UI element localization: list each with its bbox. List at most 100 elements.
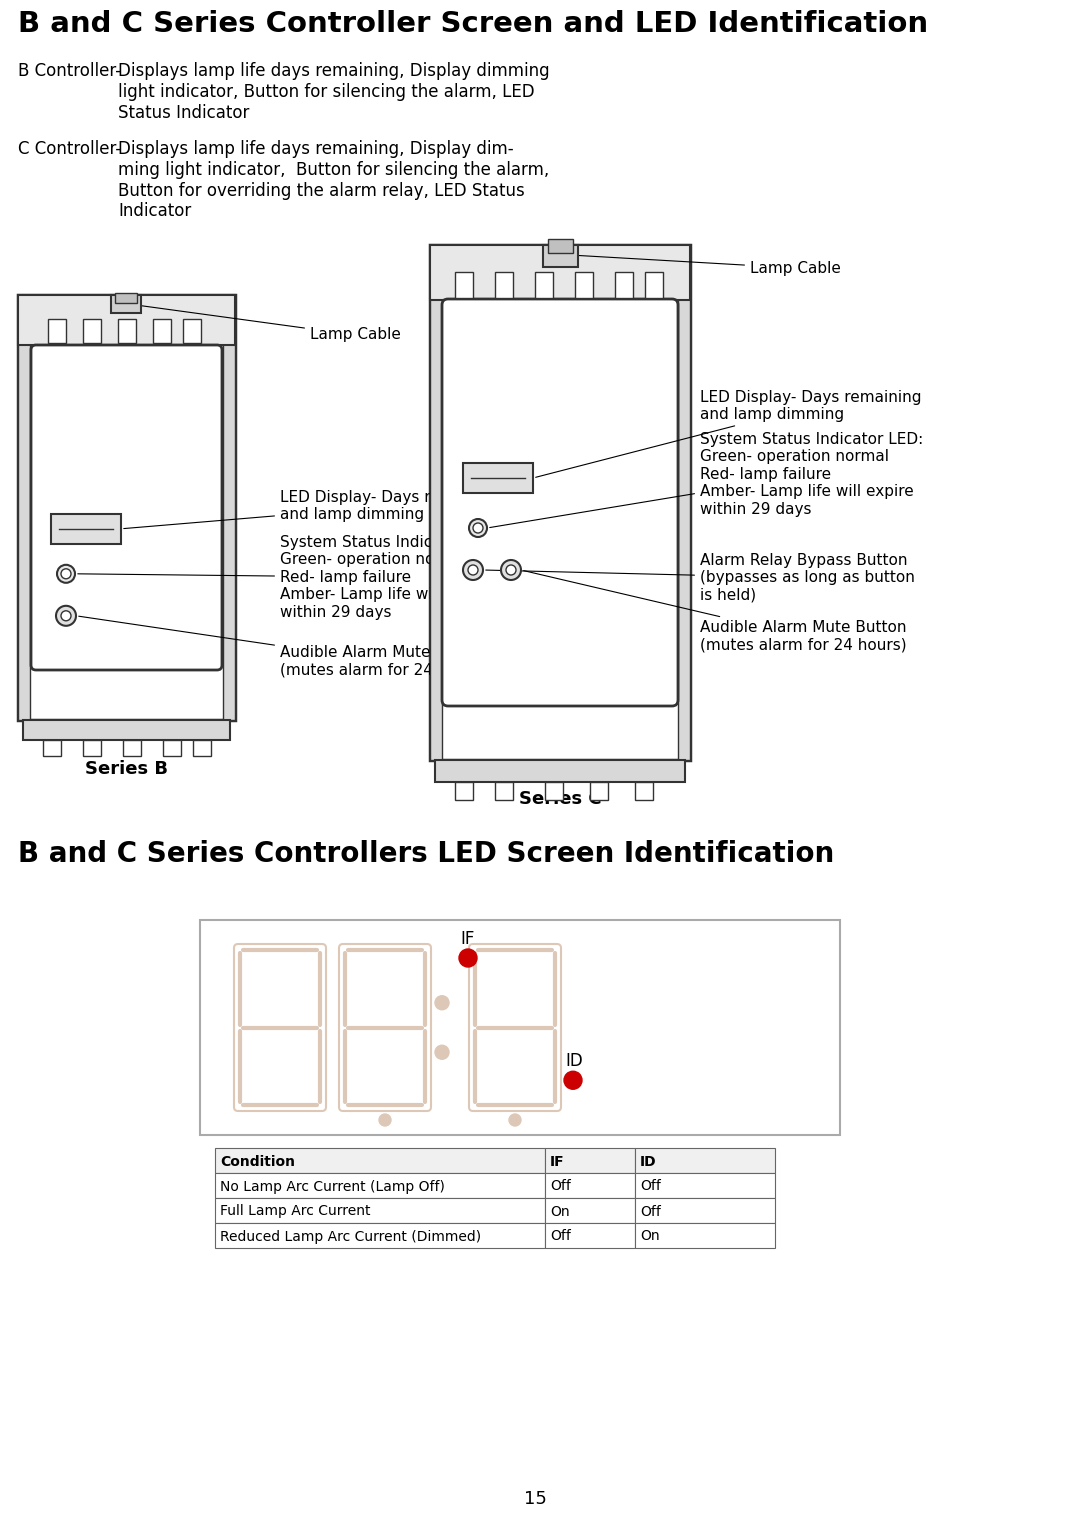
Text: Displays lamp life days remaining, Display dimming
light indicator, Button for s: Displays lamp life days remaining, Displ… <box>118 62 549 121</box>
Bar <box>615 273 633 298</box>
Text: Alarm Relay Bypass Button
(bypasses as long as button
is held): Alarm Relay Bypass Button (bypasses as l… <box>486 553 915 603</box>
Bar <box>590 782 608 800</box>
Bar <box>545 1148 635 1173</box>
Text: Displays lamp life days remaining, Display dim-
ming light indicator,  Button fo: Displays lamp life days remaining, Displ… <box>118 139 549 220</box>
Bar <box>193 739 211 756</box>
Bar <box>51 514 121 544</box>
Text: Audible Alarm Mute Button
(mutes alarm for 24 hours): Audible Alarm Mute Button (mutes alarm f… <box>79 617 486 677</box>
Bar <box>455 273 473 298</box>
Bar <box>635 782 653 800</box>
Text: Series C: Series C <box>518 789 601 807</box>
Text: B Controller-: B Controller- <box>18 62 121 80</box>
Bar <box>111 295 141 314</box>
Circle shape <box>468 565 478 576</box>
Text: IF: IF <box>550 1154 564 1168</box>
Bar <box>43 739 61 756</box>
Bar <box>548 239 573 253</box>
Circle shape <box>61 568 71 579</box>
Bar <box>678 245 690 761</box>
Text: Series B: Series B <box>85 761 168 779</box>
Bar <box>635 1173 775 1198</box>
Text: Off: Off <box>550 1180 571 1194</box>
Bar <box>429 245 690 300</box>
Bar <box>536 273 553 298</box>
Bar <box>545 782 563 800</box>
Circle shape <box>56 606 76 626</box>
Bar <box>200 920 840 1135</box>
Text: On: On <box>550 1204 570 1218</box>
Bar <box>463 464 533 492</box>
Text: Off: Off <box>640 1204 661 1218</box>
Circle shape <box>509 1114 521 1126</box>
Circle shape <box>379 1114 391 1126</box>
Bar <box>429 245 690 761</box>
Bar <box>635 1223 775 1248</box>
Bar <box>123 739 141 756</box>
Bar <box>635 1148 775 1173</box>
Bar <box>48 320 66 342</box>
Text: Full Lamp Arc Current: Full Lamp Arc Current <box>220 1204 371 1218</box>
Bar <box>635 1198 775 1223</box>
Bar <box>115 292 137 303</box>
Circle shape <box>459 948 477 967</box>
Bar <box>215 1148 545 1173</box>
Bar <box>163 739 181 756</box>
Circle shape <box>473 523 483 533</box>
Circle shape <box>564 1071 582 1089</box>
Bar <box>645 273 663 298</box>
Circle shape <box>61 611 71 621</box>
Circle shape <box>435 1045 449 1059</box>
Text: Condition: Condition <box>220 1154 295 1168</box>
Bar <box>215 1223 545 1248</box>
Bar <box>153 320 171 342</box>
Text: B and C Series Controllers LED Screen Identification: B and C Series Controllers LED Screen Id… <box>18 839 834 868</box>
Bar <box>118 320 136 342</box>
Text: LED Display- Days remaining
and lamp dimming: LED Display- Days remaining and lamp dim… <box>124 489 501 529</box>
Text: C Controller-: C Controller- <box>18 139 121 158</box>
Bar <box>18 295 30 720</box>
Bar <box>495 273 513 298</box>
Text: No Lamp Arc Current (Lamp Off): No Lamp Arc Current (Lamp Off) <box>220 1180 444 1194</box>
Text: Off: Off <box>640 1180 661 1194</box>
Bar <box>82 320 101 342</box>
Text: Lamp Cable: Lamp Cable <box>573 255 841 276</box>
Bar <box>545 1173 635 1198</box>
Text: Lamp Cable: Lamp Cable <box>139 306 401 342</box>
Text: Off: Off <box>550 1230 571 1244</box>
Text: On: On <box>640 1230 660 1244</box>
Circle shape <box>57 565 75 583</box>
Bar <box>22 720 230 739</box>
Bar <box>495 782 513 800</box>
Text: Audible Alarm Mute Button
(mutes alarm for 24 hours): Audible Alarm Mute Button (mutes alarm f… <box>524 571 907 653</box>
Text: B and C Series Controller Screen and LED Identification: B and C Series Controller Screen and LED… <box>18 11 929 38</box>
Text: Reduced Lamp Arc Current (Dimmed): Reduced Lamp Arc Current (Dimmed) <box>220 1230 481 1244</box>
Bar <box>429 245 442 761</box>
Circle shape <box>469 520 487 536</box>
Text: 15: 15 <box>524 1489 546 1507</box>
Bar <box>543 245 578 267</box>
Circle shape <box>463 561 483 580</box>
Circle shape <box>501 561 521 580</box>
Circle shape <box>506 565 516 576</box>
Text: LED Display- Days remaining
and lamp dimming: LED Display- Days remaining and lamp dim… <box>536 389 921 477</box>
Bar <box>215 1198 545 1223</box>
Bar <box>575 273 593 298</box>
Text: ID: ID <box>565 1053 583 1070</box>
Bar <box>82 739 101 756</box>
Bar <box>545 1223 635 1248</box>
Bar <box>223 295 235 720</box>
Text: ID: ID <box>640 1154 657 1168</box>
Bar <box>18 295 235 345</box>
Text: System Status Indicator LED:
Green- operation normal
Red- lamp failure
Amber- La: System Status Indicator LED: Green- oper… <box>489 432 923 527</box>
Circle shape <box>435 995 449 1011</box>
Text: System Status Indicator LED:
Green- operation normal
Red- lamp failure
Amber- La: System Status Indicator LED: Green- oper… <box>78 535 503 620</box>
Bar <box>18 295 235 720</box>
FancyBboxPatch shape <box>442 298 678 706</box>
Bar <box>455 782 473 800</box>
Text: IF: IF <box>461 930 474 948</box>
Bar <box>545 1198 635 1223</box>
Bar <box>183 320 201 342</box>
FancyBboxPatch shape <box>31 345 222 670</box>
Bar <box>215 1173 545 1198</box>
Bar <box>435 761 685 782</box>
